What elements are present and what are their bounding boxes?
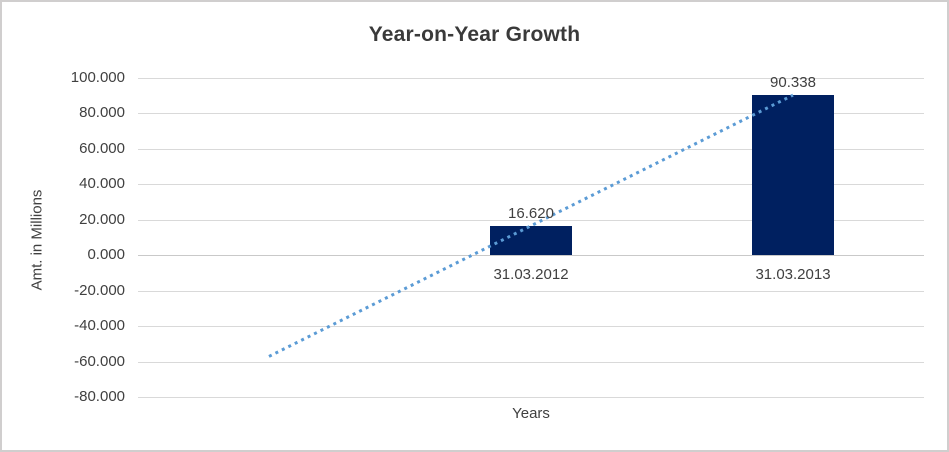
y-gridline [138,361,924,363]
plot-area: 100.000 80.000 60.000 40.000 20.000 0.000 -20.… [71,69,924,405]
y-axis-title: Amt. in Millions [28,189,46,291]
y-gridline [138,290,924,292]
y-gridline [138,397,924,398]
x-axis-title: Years [512,405,550,422]
bar [752,95,834,256]
y-tick-label: 40.000 [79,175,125,193]
y-tick-label: -40.000 [74,317,125,335]
y-tick-label: 20.000 [79,210,125,228]
y-gridline [138,113,924,115]
y-tick-label: 60.000 [79,139,125,157]
y-tick-label: 0.000 [87,246,125,264]
data-label: 16.620 [508,204,554,222]
category-label: 31.03.2013 [755,266,831,284]
y-gridline [138,148,924,150]
y-gridline [138,184,924,186]
y-tick-label: -80.000 [74,388,125,405]
y-gridline [138,326,924,328]
y-tick-label: 100.000 [70,69,125,86]
chart-title: Year-on-Year Growth [368,23,581,46]
category-label: 31.03.2012 [493,266,569,284]
y-tick-label: -20.000 [74,281,125,299]
trendline [268,93,794,358]
data-label: 90.338 [770,74,816,92]
y-tick-label: -60.000 [74,352,125,370]
y-gridline [138,219,924,221]
zero-axis-line [138,255,924,257]
y-tick-label: 80.000 [79,104,125,122]
y-gridline [138,78,924,79]
